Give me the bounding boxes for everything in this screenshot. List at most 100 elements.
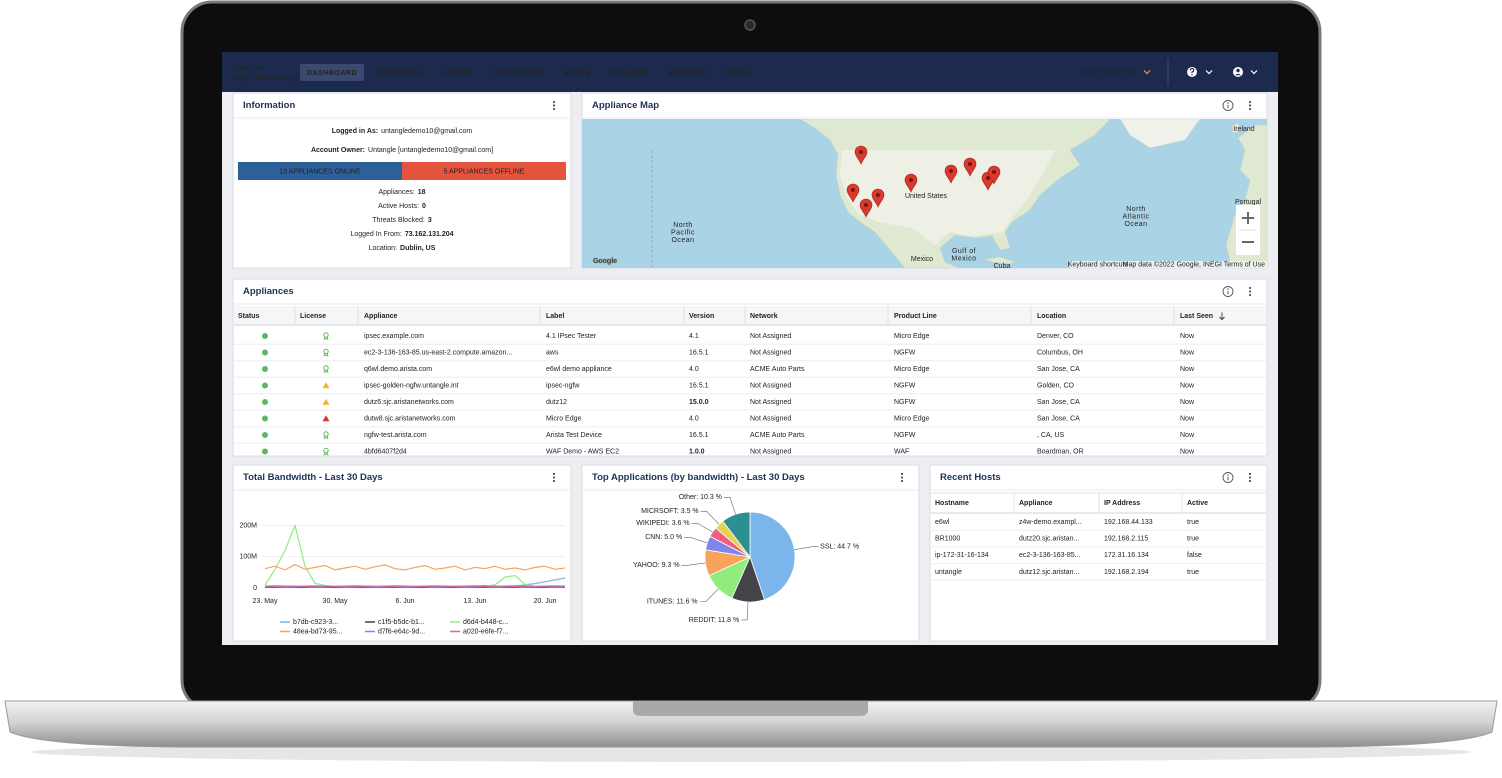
x-tick-label: 20. Jun (534, 598, 557, 605)
column-header: License (300, 313, 326, 320)
table-cell: 192.168.2.115 (1104, 536, 1148, 543)
table-cell: ngfw-test.arista.com (364, 432, 427, 439)
stat-label: Threats Blocked: (372, 217, 425, 224)
table-cell: 172.31.16.134 (1104, 552, 1149, 559)
offline-label: 5 APPLIANCES OFFLINE (444, 168, 525, 175)
table-cell: 4.0 (689, 366, 699, 373)
pie-slice[interactable] (749, 511, 796, 601)
status-dot (262, 399, 268, 405)
table-cell: dutz6.sjc.aristanetworks.com (364, 399, 454, 406)
nav-item[interactable]: REPORTS (668, 70, 705, 77)
slice-label: Other: 10.3 % (679, 494, 722, 501)
map-place: Portugal (1235, 199, 1262, 206)
column-header: Hostname (935, 500, 969, 507)
kebab-menu[interactable] (900, 472, 904, 483)
land-usa (840, 150, 1055, 245)
map-pin[interactable] (846, 183, 860, 203)
legend-item[interactable]: b7db-c923-3... (280, 619, 338, 626)
map-place: United States (905, 193, 948, 200)
table-cell: 4.1 IPsec Tester (546, 333, 597, 340)
table-cell: Micro Edge (894, 366, 930, 373)
table-cell: Not Assigned (750, 399, 791, 406)
kebab-menu[interactable] (1248, 100, 1252, 111)
legend-item[interactable]: 48ea-bd73-95... (280, 628, 342, 635)
column-header: Last Seen (1180, 313, 1213, 320)
map-pin-dot (876, 193, 880, 197)
nav-item[interactable]: DASHBOARD (300, 64, 364, 81)
kebab-menu[interactable] (552, 472, 556, 483)
kebab-dot (1248, 107, 1252, 111)
nav-item-label: TOOLS (725, 70, 751, 77)
nav-item[interactable]: NETWORKS (377, 70, 422, 77)
table-cell: dutw8.sjc.aristanetworks.com (364, 415, 456, 422)
column-header: Appliance (1019, 500, 1053, 507)
table-cell: ec2-3-136-163-85.us-east-2.compute.amazo… (364, 349, 512, 356)
map-pin[interactable] (944, 164, 958, 184)
table-cell: Now (1180, 415, 1195, 422)
map-ocean: Atlantic (1123, 213, 1150, 220)
x-tick-label: 13. Jun (464, 598, 487, 605)
land-cuba (984, 256, 1016, 265)
panel-title: Recent Hosts (940, 472, 1001, 483)
legend-item[interactable]: d7f6-e64c-9d... (365, 628, 425, 635)
kebab-menu[interactable] (1248, 286, 1252, 297)
nav-item-label: HOSTS (564, 70, 591, 77)
legend-item[interactable]: c1f5-b5dc-b1... (365, 619, 425, 626)
zoom-control[interactable] (1236, 205, 1260, 255)
account-label: Account Owner: (311, 147, 365, 154)
panel-title: Total Bandwidth - Last 30 Days (243, 472, 383, 483)
map-pin[interactable] (859, 198, 873, 218)
table-cell: Micro Edge (894, 415, 930, 422)
nav-item[interactable]: TOOLS (725, 70, 751, 77)
map-ocean: Mexico (951, 255, 976, 262)
license-ok-ribbon (323, 435, 329, 440)
get-started[interactable]: GET STARTED (1082, 69, 1151, 76)
user-menu[interactable] (1233, 67, 1258, 77)
online-label: 13 APPLIANCES ONLINE (279, 168, 361, 175)
status-dot (262, 448, 268, 455)
legend-item[interactable]: a020-e6fe-f7... (450, 628, 509, 635)
nav-item[interactable]: HOSTS (564, 70, 591, 77)
map-pin[interactable] (871, 188, 885, 208)
map-pin[interactable] (904, 173, 918, 193)
status-dot (262, 382, 268, 389)
table-cell: Now (1180, 399, 1195, 406)
license-ok (323, 332, 329, 338)
info-button[interactable] (1222, 100, 1234, 111)
table-cell: 16.5.1 (689, 432, 709, 439)
legend-label: a020-e6fe-f7... (463, 628, 509, 635)
slice-label: MICRSOFT: 3.5 % (641, 508, 699, 515)
kebab-dot (1248, 479, 1252, 483)
account-label: Logged in As: (332, 128, 378, 135)
online-bar (238, 162, 402, 180)
map-pin[interactable] (987, 165, 1001, 185)
leader-line (681, 562, 706, 566)
table-cell: NGFW (894, 399, 916, 406)
stat-value: Dublin, US (400, 245, 436, 252)
kebab-menu[interactable] (1248, 472, 1252, 483)
map-ocean: Ocean (1124, 221, 1147, 228)
x-tick-label: 23. May (253, 598, 278, 605)
help-menu[interactable] (1187, 67, 1213, 77)
map-pin[interactable] (854, 145, 868, 165)
info-button[interactable] (1222, 472, 1234, 483)
sort-arrow[interactable] (1219, 312, 1225, 321)
map-pin[interactable] (963, 157, 977, 177)
kebab-menu[interactable] (552, 100, 556, 111)
panel (232, 464, 572, 642)
map-pin-dot (986, 176, 990, 180)
nav-item[interactable]: ALERTS (442, 70, 473, 77)
leader-line (741, 601, 749, 621)
nav-item[interactable]: APPLIANCES (493, 70, 543, 77)
table-cell: ipsec-golden-ngfw.untangle.int (364, 382, 459, 389)
info-button[interactable] (1222, 286, 1234, 297)
table-cell: 1.0.0 (689, 448, 705, 455)
nav-item-label: NETWORKS (377, 70, 422, 77)
x-tick-label: 30. May (323, 598, 348, 605)
table-header-bg (234, 306, 1266, 325)
map-ocean: Ocean (671, 237, 694, 244)
nav-item[interactable]: POLICIES (612, 70, 649, 77)
legend-item[interactable]: d6d4-b448-c... (450, 619, 508, 626)
table-cell: BR1000 (935, 536, 960, 543)
